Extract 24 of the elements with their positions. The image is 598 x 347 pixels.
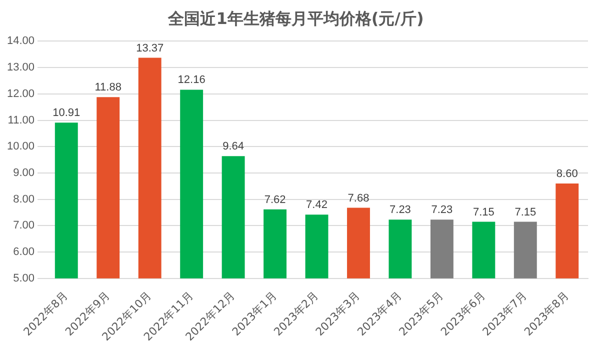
chart-title: 全国近1年生猪每月平均价格(元/斤) [167,8,424,28]
y-tick-label: 11.00 [8,114,35,126]
data-label: 9.64 [222,140,244,153]
data-label: 13.37 [136,42,164,54]
data-label: 8.60 [556,168,578,180]
data-label: 10.91 [52,107,80,120]
data-label: 7.62 [264,194,286,206]
y-tick-label: 12.00 [6,88,35,100]
data-label: 7.15 [472,206,494,218]
y-tick-label: 7.00 [13,220,35,232]
data-label: 12.16 [178,74,206,86]
data-label: 7.23 [390,204,411,216]
data-label: 7.15 [514,206,536,218]
y-tick-label: 13.00 [6,62,35,74]
y-tick-label: 5.00 [13,272,35,284]
y-tick-label: 10.00 [6,140,35,153]
data-label: 7.23 [431,204,453,216]
data-label: 7.68 [348,192,370,204]
y-tick-label: 14.00 [6,35,35,48]
data-label: 11.88 [94,82,122,94]
y-tick-label: 8.00 [13,193,35,206]
y-tick-label: 9.00 [13,167,35,180]
data-label: 7.42 [306,199,328,212]
y-tick-label: 6.00 [13,246,35,258]
